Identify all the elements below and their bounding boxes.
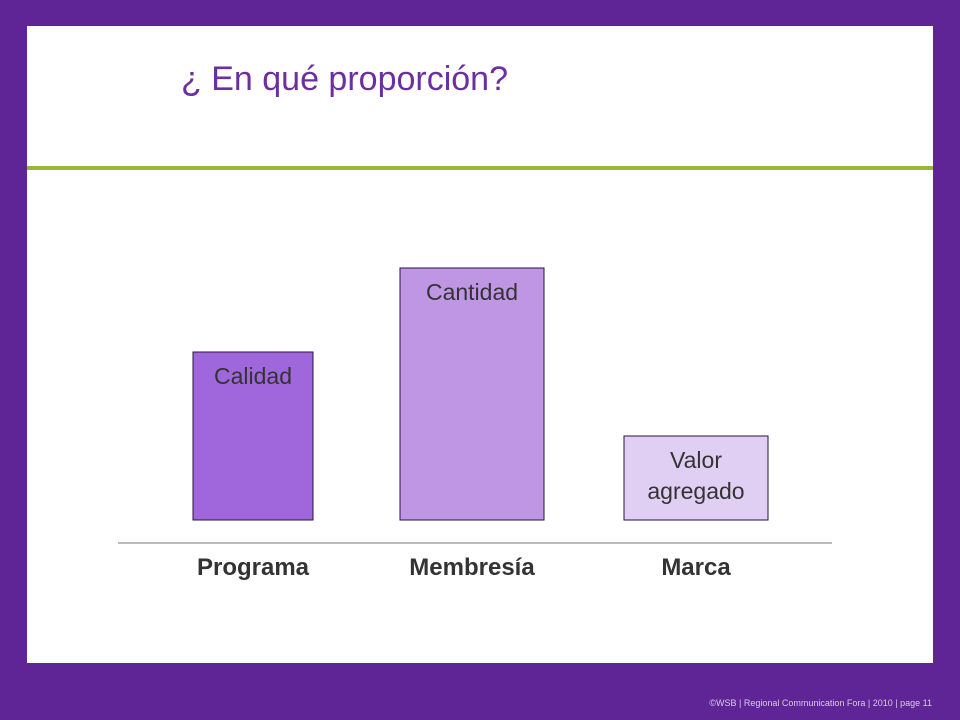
x-tick-label: Programa — [197, 554, 310, 581]
x-tick-label: Membresía — [409, 554, 535, 581]
title-divider — [27, 166, 933, 170]
bar-membresía — [399, 267, 545, 521]
bar-label: Calidad — [214, 363, 292, 389]
bar-label: Cantidad — [426, 279, 518, 305]
bar-programa — [192, 351, 314, 521]
bar-label: agregado — [647, 478, 744, 504]
bar-marca — [623, 435, 769, 521]
bar-label: Valor — [670, 447, 722, 473]
footer-text: ©WSB | Regional Communication Fora | 201… — [709, 698, 932, 708]
x-tick-label: Marca — [661, 554, 731, 581]
slide-title: ¿ En qué proporción? — [181, 60, 508, 98]
